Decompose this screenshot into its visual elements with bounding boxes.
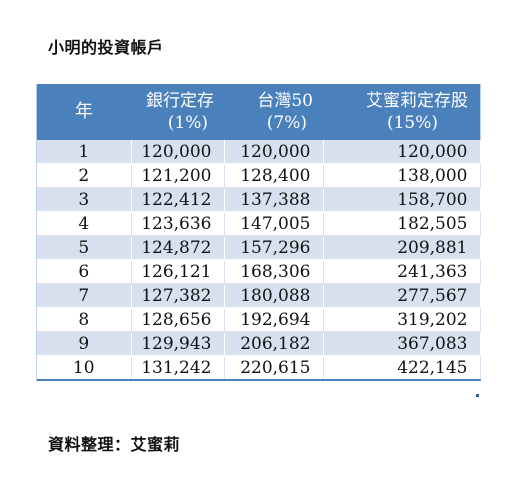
- header-bank-deposit-rate: (1%): [167, 113, 208, 133]
- cell-dividend-stock: 422,145: [323, 355, 481, 380]
- header-bank-deposit: 銀行定存 (1%): [131, 84, 224, 140]
- cell-taiwan50: 137,388: [224, 187, 324, 212]
- table-resize-handle[interactable]: [476, 394, 479, 397]
- table-row: 4 123,636 147,005 182,505: [37, 211, 481, 236]
- cell-dividend-stock: 138,000: [323, 163, 481, 188]
- cell-bank-deposit: 123,636: [131, 211, 225, 236]
- table-row: 5 124,872 157,296 209,881: [37, 235, 481, 260]
- cell-dividend-stock: 120,000: [323, 140, 481, 164]
- header-row: 年 銀行定存 (1%) 台灣50 (7%) 艾蜜莉定存股 (15%): [37, 84, 480, 140]
- cell-year: 7: [37, 283, 132, 308]
- table-row: 2 121,200 128,400 138,000: [37, 163, 481, 188]
- cell-bank-deposit: 126,121: [131, 259, 225, 284]
- cell-bank-deposit: 120,000: [131, 140, 225, 164]
- cell-dividend-stock: 277,567: [323, 283, 481, 308]
- cell-dividend-stock: 182,505: [323, 211, 481, 236]
- cell-taiwan50: 192,694: [224, 307, 324, 332]
- header-taiwan50-label: 台灣50: [257, 91, 313, 111]
- table-header: 年 銀行定存 (1%) 台灣50 (7%) 艾蜜莉定存股 (15%): [37, 84, 480, 140]
- header-year: 年: [37, 84, 131, 140]
- cell-taiwan50: 180,088: [224, 283, 324, 308]
- cell-dividend-stock: 367,083: [323, 331, 481, 356]
- cell-bank-deposit: 129,943: [131, 331, 225, 356]
- header-dividend-stock: 艾蜜莉定存股 (15%): [323, 84, 480, 140]
- header-bank-deposit-label: 銀行定存: [146, 91, 214, 111]
- header-year-label: 年: [75, 101, 93, 122]
- table-row: 7 127,382 180,088 277,567: [37, 283, 481, 308]
- cell-bank-deposit: 128,656: [131, 307, 225, 332]
- table-row: 6 126,121 168,306 241,363: [37, 259, 481, 284]
- table-row: 10 131,242 220,615 422,145: [37, 355, 481, 380]
- cell-bank-deposit: 121,200: [131, 163, 225, 188]
- cell-year: 5: [37, 235, 132, 260]
- cell-taiwan50: 147,005: [224, 211, 324, 236]
- cell-year: 6: [37, 259, 132, 284]
- credit-note: 資料整理：艾蜜莉: [48, 435, 181, 454]
- table-row: 8 128,656 192,694 319,202: [37, 307, 481, 332]
- cell-year: 4: [37, 211, 132, 236]
- cell-taiwan50: 157,296: [224, 235, 324, 260]
- cell-dividend-stock: 319,202: [323, 307, 481, 332]
- cell-year: 3: [37, 187, 132, 212]
- cell-year: 2: [37, 163, 132, 188]
- investment-table: 年 銀行定存 (1%) 台灣50 (7%) 艾蜜莉定存股 (15%) 1: [37, 84, 481, 380]
- cell-year: 9: [37, 331, 132, 356]
- cell-taiwan50: 120,000: [224, 140, 324, 164]
- cell-dividend-stock: 241,363: [323, 259, 481, 284]
- cell-bank-deposit: 122,412: [131, 187, 225, 212]
- cell-year: 10: [37, 355, 132, 380]
- header-dividend-stock-rate: (15%): [386, 113, 438, 133]
- header-taiwan50-rate: (7%): [266, 113, 307, 133]
- investment-table-container: 年 銀行定存 (1%) 台灣50 (7%) 艾蜜莉定存股 (15%) 1: [36, 84, 481, 381]
- header-taiwan50: 台灣50 (7%): [224, 84, 323, 140]
- table-row: 3 122,412 137,388 158,700: [37, 187, 481, 212]
- cell-bank-deposit: 127,382: [131, 283, 225, 308]
- cell-bank-deposit: 124,872: [131, 235, 225, 260]
- table-body: 1 120,000 120,000 120,000 2 121,200 128,…: [37, 140, 481, 380]
- cell-taiwan50: 206,182: [224, 331, 324, 356]
- cell-bank-deposit: 131,242: [131, 355, 225, 380]
- cell-year: 1: [37, 140, 132, 164]
- page-title: 小明的投資帳戶: [48, 38, 164, 57]
- table-row: 1 120,000 120,000 120,000: [37, 140, 481, 164]
- cell-year: 8: [37, 307, 132, 332]
- cell-dividend-stock: 209,881: [323, 235, 481, 260]
- cell-taiwan50: 168,306: [224, 259, 324, 284]
- cell-dividend-stock: 158,700: [323, 187, 481, 212]
- header-dividend-stock-label: 艾蜜莉定存股: [366, 91, 468, 111]
- cell-taiwan50: 220,615: [224, 355, 324, 380]
- cell-taiwan50: 128,400: [224, 163, 324, 188]
- table-row: 9 129,943 206,182 367,083: [37, 331, 481, 356]
